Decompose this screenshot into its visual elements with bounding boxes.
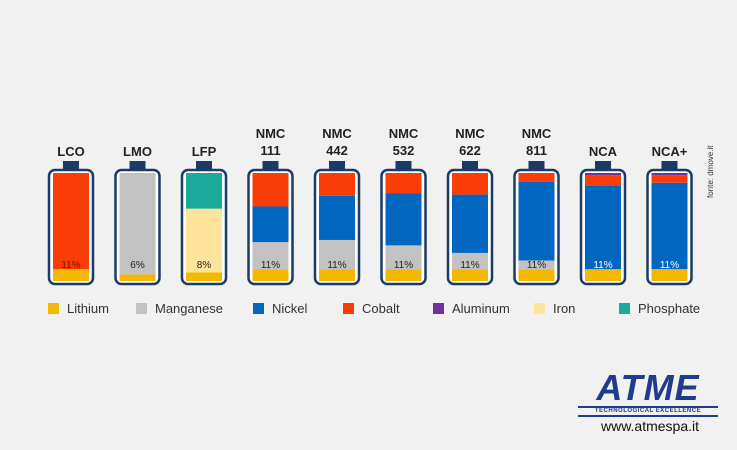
bar-segment-cobalt (452, 173, 488, 195)
legend-item-lithium: Lithium (48, 301, 109, 316)
legend-swatch (433, 303, 444, 314)
data-label: 11% (261, 260, 280, 271)
legend-label: Aluminum (452, 301, 510, 316)
category-label: NCA+ (652, 144, 688, 159)
category-label: LFP (192, 144, 217, 159)
category-label: NMC (455, 126, 485, 141)
battery-cap (661, 161, 678, 170)
data-label: 11% (460, 260, 479, 271)
battery-cap (129, 161, 146, 170)
bar-segment-manganese (452, 252, 488, 270)
category-label: NMC (322, 126, 352, 141)
data-label: 11% (660, 260, 679, 271)
website-link[interactable]: www.atmespa.it (600, 418, 700, 434)
logo-tagline: TECHNOLOGICAL EXCELLENCE (578, 406, 718, 417)
bar-segment-aluminum (651, 173, 688, 176)
bar-segment-cobalt (252, 173, 289, 207)
battery-cap (462, 161, 478, 170)
category-label: 532 (393, 143, 415, 158)
data-label: 8% (197, 260, 212, 271)
bar-segment-manganese (319, 239, 355, 270)
category-label: 811 (526, 143, 547, 158)
data-label: 11% (327, 260, 346, 271)
data-label: 6% (130, 260, 145, 271)
legend-swatch (48, 303, 59, 314)
battery-cap (329, 161, 345, 170)
legend-label: Nickel (272, 301, 308, 316)
battery-cap (528, 161, 545, 170)
legend-swatch (534, 303, 545, 314)
category-label: 111 (260, 143, 280, 158)
bar-segment-lithium (119, 274, 156, 281)
bar-segment-nickel (252, 206, 289, 243)
logo-wordmark: ATME (596, 367, 700, 408)
data-label: 11% (394, 260, 413, 271)
legend-item-cobalt: Cobalt (343, 301, 400, 316)
legend-label: Iron (553, 301, 576, 316)
bar-segment-lithium (186, 272, 222, 281)
legend-swatch (619, 303, 630, 314)
bar-segment-manganese (385, 245, 422, 270)
source-note: fonte: dmove.it (706, 145, 715, 198)
bar-segment-lithium (651, 269, 688, 281)
bar-segment-nickel (319, 195, 355, 240)
bar-segment-lithium (319, 269, 355, 281)
category-label: LCO (57, 144, 84, 159)
legend-item-aluminum: Aluminum (433, 301, 510, 316)
legend-label: Phosphate (638, 301, 701, 316)
bar-segment-manganese (119, 173, 156, 275)
bar-segment-cobalt (518, 173, 555, 182)
category-label: NMC (389, 126, 419, 141)
bar-segment-iron (186, 208, 222, 273)
bar-segment-lithium (53, 269, 89, 281)
battery-cap (196, 161, 212, 170)
bar-segment-nickel (518, 181, 555, 261)
category-label: LMO (123, 144, 152, 159)
legend-item-iron: Iron (534, 301, 575, 316)
legend-item-nickel: Nickel (253, 301, 307, 316)
bar-segment-cobalt (385, 173, 422, 194)
bar-segment-lithium (518, 269, 555, 281)
bar-segment-cobalt (651, 175, 688, 183)
legend-label: Lithium (67, 301, 109, 316)
battery-cap (395, 161, 412, 170)
battery-cap (595, 161, 611, 170)
legend-swatch (136, 303, 147, 314)
bar-segment-nickel (385, 193, 422, 246)
bar-segment-nickel (585, 185, 621, 270)
bar-segment-nickel (452, 194, 488, 253)
legend-label: Manganese (155, 301, 223, 316)
bar-segment-manganese (518, 260, 555, 270)
category-label: 622 (459, 143, 481, 158)
data-label: 11% (61, 260, 80, 271)
legend-swatch (253, 303, 264, 314)
bar-segment-phosphate (186, 173, 222, 209)
bar-segment-lithium (452, 269, 488, 281)
battery-chart: LCO 11% LMO 6% LFP 8% NMC 111 11% NMC 442 11% NMC 532… (47, 126, 693, 286)
category-label: NMC (256, 126, 286, 141)
bar-segment-aluminum (585, 173, 621, 176)
chart-legend: Lithium Manganese Nickel Cobalt Aluminum Iron… (48, 301, 708, 319)
bar-segment-nickel (651, 182, 688, 270)
legend-item-manganese: Manganese (136, 301, 223, 316)
data-label: 11% (527, 260, 546, 271)
bar-segment-manganese (252, 242, 289, 270)
atme-logo: ATME TECHNOLOGICAL EXCELLENCE (578, 370, 718, 420)
bar-segment-lithium (385, 269, 422, 281)
battery-cap (63, 161, 79, 170)
bar-segment-cobalt (53, 173, 89, 270)
legend-swatch (343, 303, 354, 314)
bar-segment-cobalt (319, 173, 355, 196)
category-label: NCA (589, 144, 618, 159)
battery-cap (262, 161, 279, 170)
bar-segment-cobalt (585, 175, 621, 186)
data-label: 11% (593, 260, 612, 271)
bar-segment-lithium (585, 269, 621, 281)
bar-segment-lithium (252, 269, 289, 281)
category-label: 442 (326, 143, 348, 158)
legend-label: Cobalt (362, 301, 400, 316)
category-label: NMC (522, 126, 552, 141)
legend-item-phosphate: Phosphate (619, 301, 700, 316)
